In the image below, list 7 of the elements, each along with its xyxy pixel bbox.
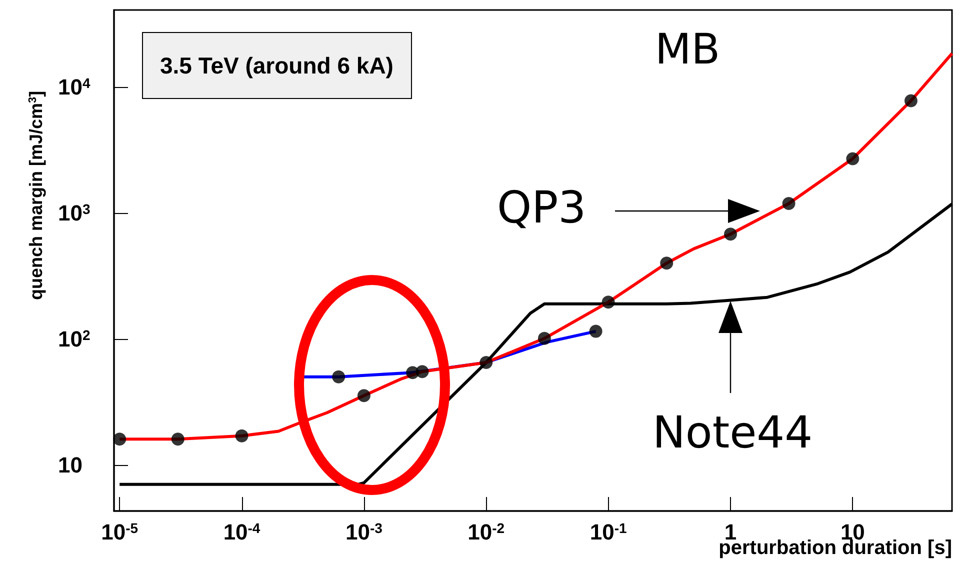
x-tick-label: 1 [724,520,737,544]
y-axis-title: quench margin [mJ/cm3] [26,90,46,300]
annotation: MB [655,24,720,74]
annotation: Note44 [652,408,813,459]
annotation: QP3 [497,182,586,234]
text: 3.5 TeV (around 6 kA) [160,52,394,78]
y-tick-label: 10 [58,452,82,478]
